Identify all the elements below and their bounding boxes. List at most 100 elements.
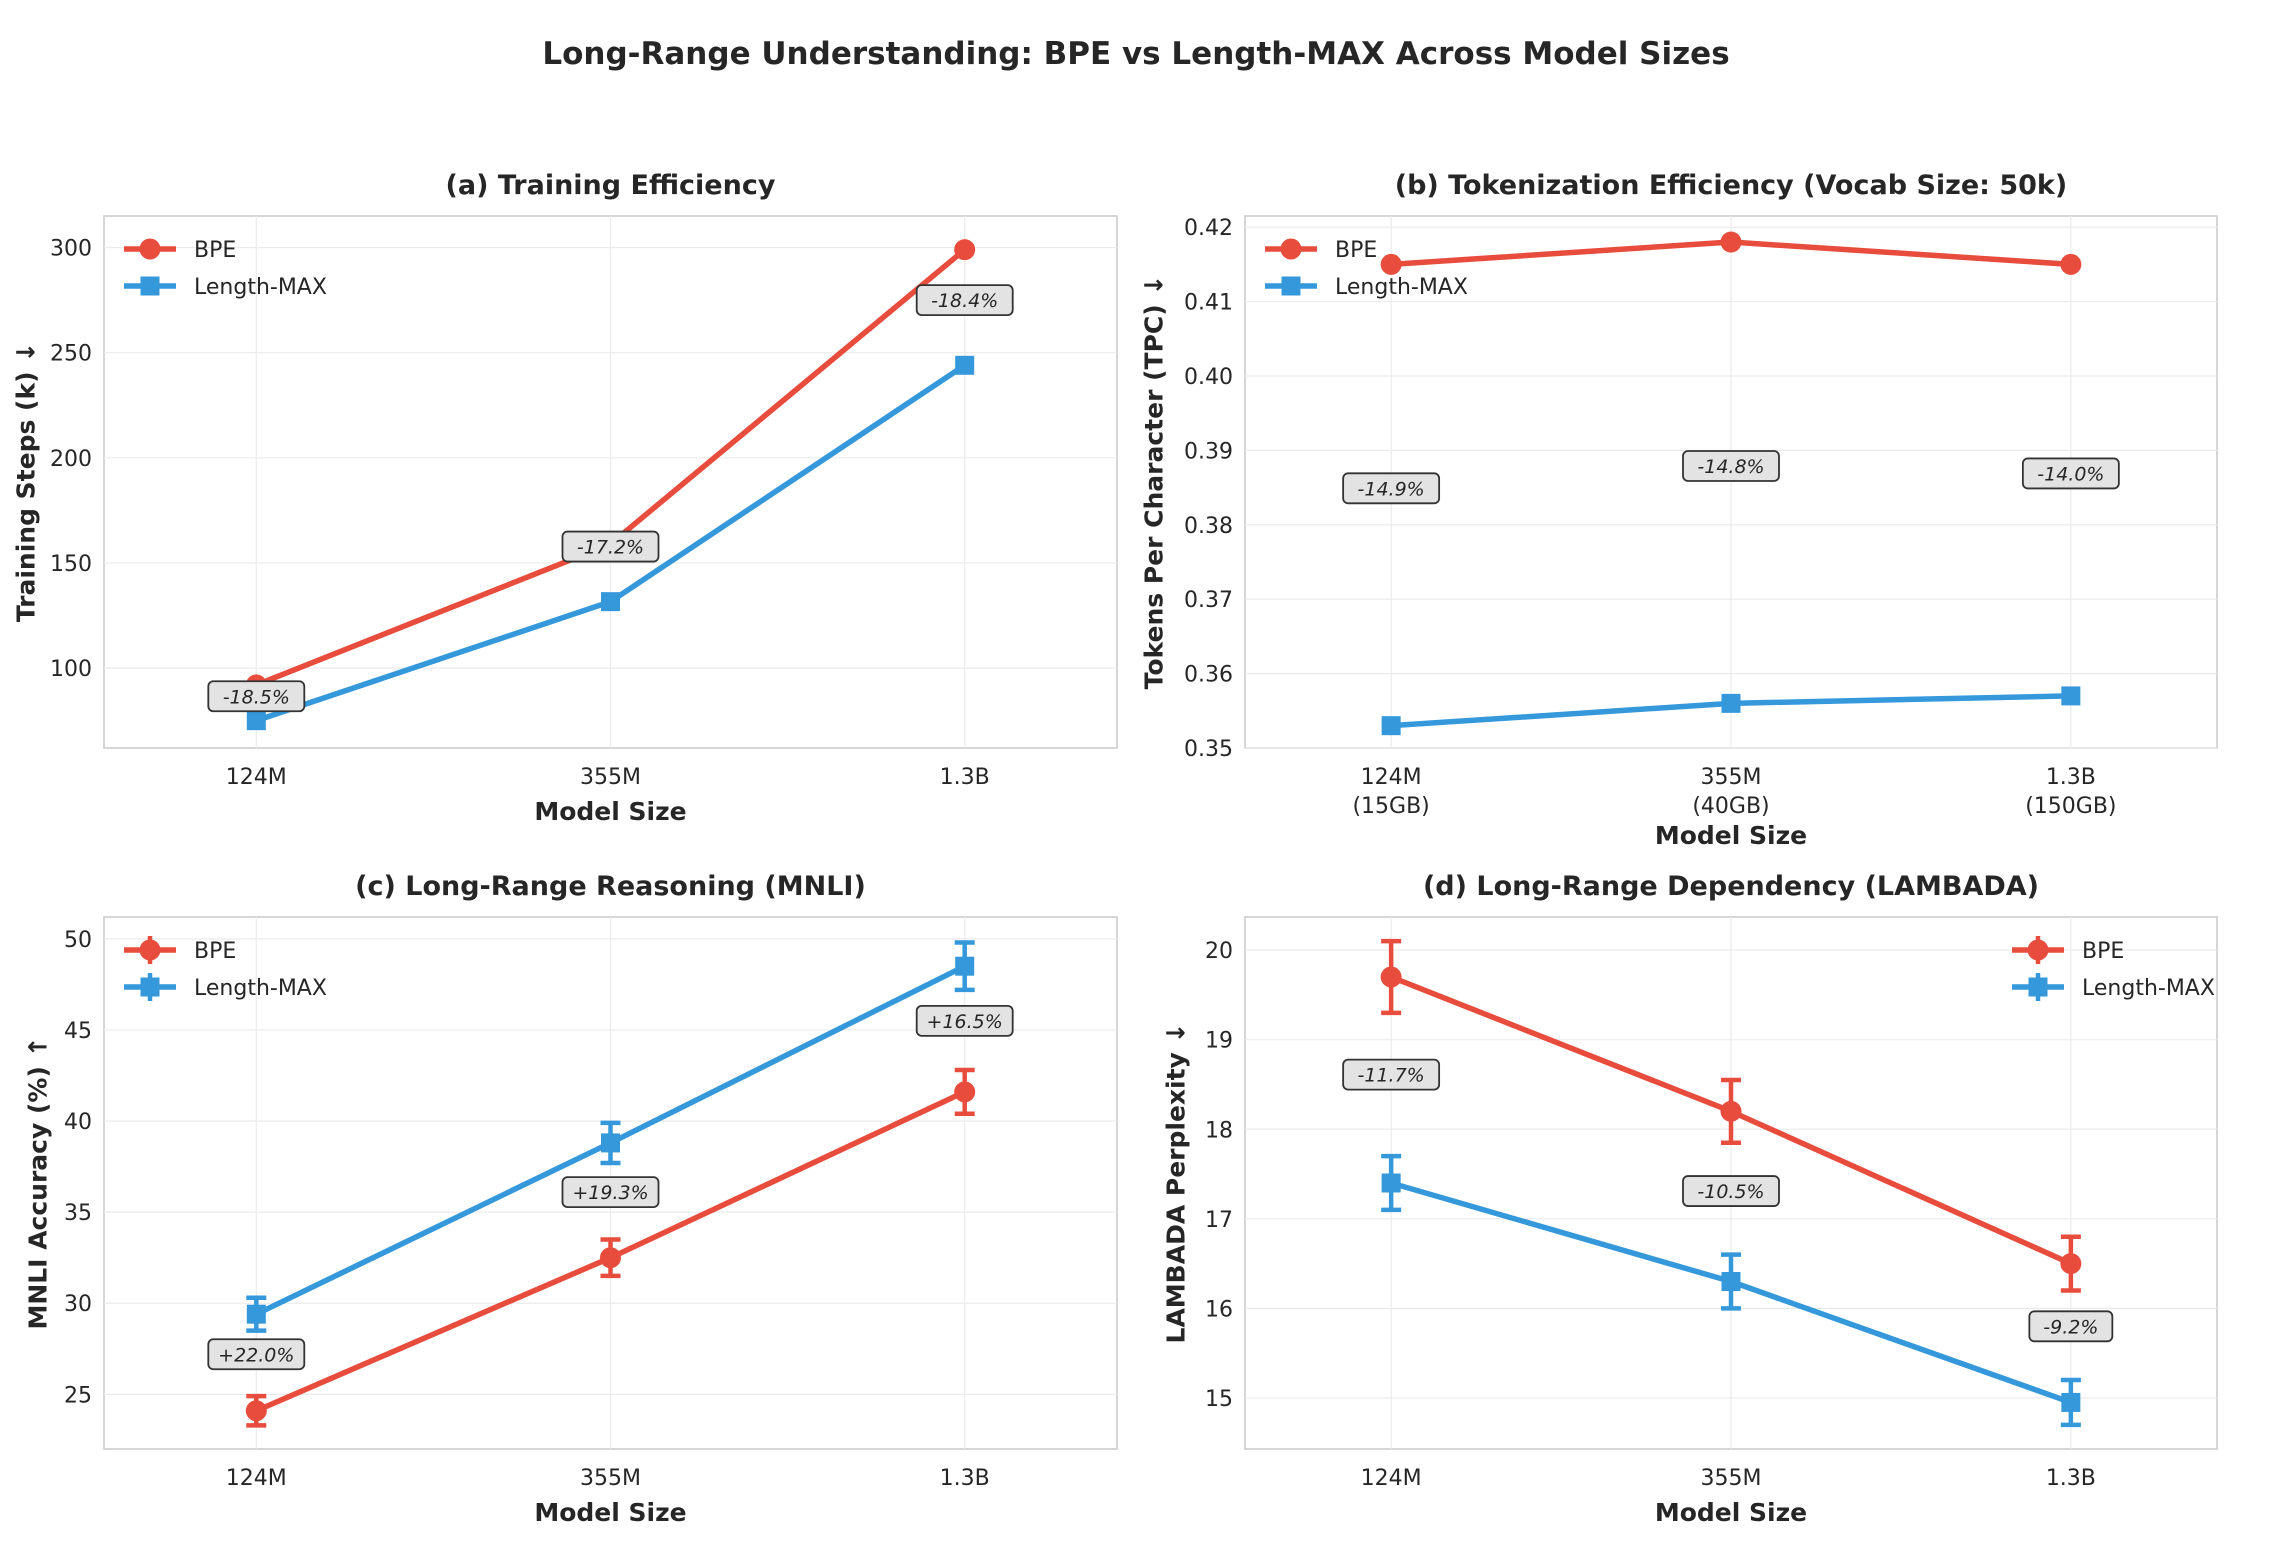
series-length-max: [1381, 686, 2081, 736]
y-tick-label: 18: [1205, 1118, 1233, 1143]
figure-title: Long-Range Understanding: BPE vs Length-…: [542, 36, 1729, 72]
y-axis-label: Tokens Per Character (TPC) ↓: [1140, 275, 1169, 690]
series-bpe: [245, 1067, 976, 1428]
annotation-label: -11.7%: [1342, 1058, 1441, 1091]
data-point: [2060, 1253, 2082, 1275]
annotation-label: +16.5%: [915, 1004, 1014, 1037]
y-tick-label: 30: [64, 1292, 92, 1317]
legend-marker: [139, 939, 161, 961]
data-point: [600, 1247, 621, 1269]
legend: BPE Length-MAX: [124, 936, 327, 1001]
legend-item: BPE: [124, 936, 236, 964]
y-tick-label: 19: [1205, 1029, 1233, 1054]
data-point: [246, 1304, 266, 1324]
data-point: [1721, 1272, 1741, 1292]
annotation-label: -14.8%: [1682, 450, 1780, 482]
y-tick-label: 250: [50, 342, 92, 367]
annotation-text: -14.0%: [2037, 463, 2104, 485]
y-axis-label: Training Steps (k) ↓: [12, 342, 41, 622]
y-tick-label: 0.39: [1184, 439, 1233, 464]
y-tick-label: 25: [64, 1383, 92, 1408]
y-tick-label: 0.37: [1184, 588, 1233, 613]
annotation-text: -18.5%: [223, 686, 290, 708]
annotation-box: [915, 1004, 1014, 1037]
x-tick-label: 1.3B: [2046, 1466, 2096, 1491]
legend-item: BPE: [2012, 936, 2124, 964]
y-tick-label: 15: [1205, 1387, 1233, 1412]
data-point: [601, 1133, 620, 1153]
legend-marker: [2027, 939, 2049, 961]
legend-marker: [1280, 238, 1302, 260]
legend-label: Length-MAX: [194, 275, 327, 300]
annotation-label: -18.5%: [207, 680, 306, 713]
y-tick-label: 40: [64, 1110, 92, 1135]
series-length-max: [246, 940, 975, 1333]
annotation-box: [207, 680, 306, 713]
annotation-box: [1342, 472, 1441, 505]
legend-marker: [2028, 977, 2048, 997]
annotation-box: [1682, 1175, 1780, 1207]
subplot-b: 0.35 0.36 0.37 0.38 0.39 0.40 0.41 0.42 124M (15G…: [1140, 170, 2218, 850]
data-point: [955, 956, 975, 976]
y-tick-label: 35: [64, 1201, 92, 1226]
data-point: [954, 239, 976, 261]
y-axis-label: LAMBADA Perplexity ↓: [1162, 1023, 1191, 1344]
y-tick-label: 150: [50, 552, 92, 577]
series-bpe: [1380, 231, 2082, 275]
y-tick-label: 200: [50, 447, 92, 472]
annotation-label: -9.2%: [2028, 1310, 2114, 1343]
series-length-max: [246, 355, 975, 731]
legend-item: BPE: [1265, 238, 1377, 263]
legend-label: BPE: [194, 939, 236, 964]
data-point: [1381, 1173, 1401, 1193]
y-tick-label: 0.36: [1184, 663, 1233, 688]
x-tick-label: 355M: [1701, 765, 1762, 790]
annotation-text: +22.0%: [218, 1344, 294, 1366]
y-tick-label: 0.42: [1184, 216, 1233, 241]
annotation-box: [2021, 457, 2120, 490]
subplot-title: (a) Training Efficiency: [446, 170, 776, 201]
legend-label: BPE: [2082, 939, 2124, 964]
x-tick-label: 124M: [1361, 1466, 1422, 1491]
legend-item: Length-MAX: [1265, 275, 1468, 300]
y-tick-label: 50: [64, 928, 92, 953]
annotation-text: -11.7%: [1358, 1065, 1425, 1087]
subplot-c: 25 30 35 40 45 50 124M 355M 1.3B (c) Long-Range R…: [24, 871, 1118, 1527]
annotation-box: [915, 284, 1014, 317]
legend: BPE Length-MAX: [1265, 238, 1468, 300]
x-axis-label: Model Size: [1655, 821, 1807, 850]
y-axis-label: MNLI Accuracy (%) ↑: [24, 1036, 53, 1329]
data-point: [246, 711, 266, 731]
y-tick-label: 0.38: [1184, 514, 1233, 539]
x-axis-label: Model Size: [534, 1498, 686, 1527]
annotation-text: +19.3%: [572, 1182, 648, 1204]
annotation-label: -10.5%: [1682, 1175, 1780, 1207]
subplot-title: (d) Long-Range Dependency (LAMBADA): [1423, 871, 2039, 902]
data-point: [601, 592, 620, 612]
x-tick-label: 124M: [226, 765, 287, 790]
annotation-box: [1342, 1058, 1441, 1091]
subplot-title: (c) Long-Range Reasoning (MNLI): [355, 871, 866, 902]
x-tick-label: 124M: [1361, 765, 1422, 790]
x-tick-label: 124M: [226, 1466, 287, 1491]
legend-marker: [140, 977, 160, 997]
data-point: [1380, 966, 1402, 988]
legend-label: Length-MAX: [194, 976, 327, 1001]
legend-marker: [140, 276, 160, 296]
series-length-max: [1381, 1153, 2081, 1428]
annotation-label: -14.9%: [1342, 472, 1441, 505]
legend-label: Length-MAX: [2082, 976, 2215, 1001]
annotation-label: +22.0%: [207, 1338, 306, 1371]
annotation-box: [561, 1176, 660, 1209]
legend-label: BPE: [1335, 238, 1377, 263]
annotation-text: -10.5%: [1697, 1181, 1764, 1203]
x-tick-label: 355M: [580, 1466, 641, 1491]
y-tick-label: 20: [1205, 939, 1233, 964]
legend-item: Length-MAX: [124, 275, 327, 300]
x-tick-label: 355M: [1701, 1466, 1762, 1491]
annotation-box: [561, 530, 660, 563]
x-tick-label: 1.3B: [2046, 765, 2096, 790]
legend-item: BPE: [124, 238, 236, 263]
data-point: [1380, 253, 1402, 275]
